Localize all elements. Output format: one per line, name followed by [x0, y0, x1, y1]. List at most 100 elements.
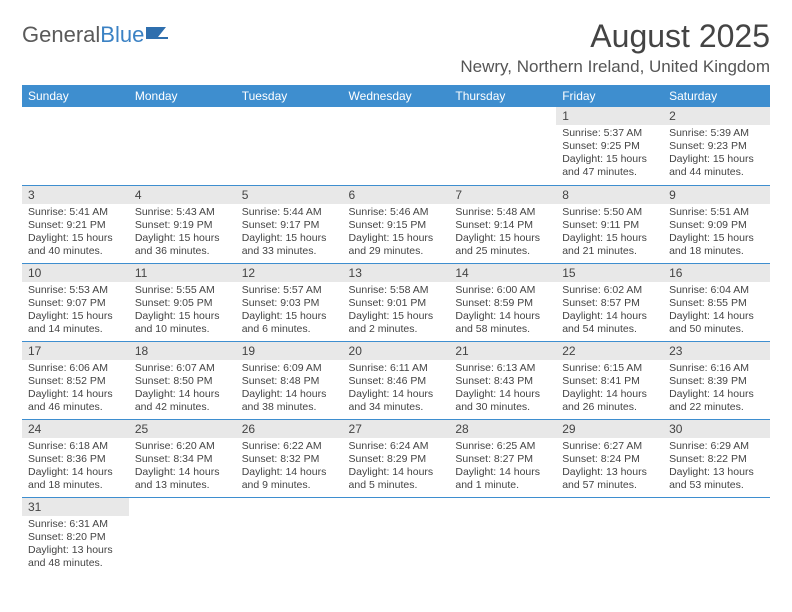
- calendar-cell: 9Sunrise: 5:51 AMSunset: 9:09 PMDaylight…: [663, 185, 770, 263]
- sunrise: Sunrise: 6:15 AM: [562, 362, 657, 375]
- daylight: Daylight: 15 hours and 18 minutes.: [669, 232, 764, 258]
- day-number: [22, 107, 129, 125]
- calendar-row: 31Sunrise: 6:31 AMSunset: 8:20 PMDayligh…: [22, 497, 770, 575]
- calendar-cell: [236, 107, 343, 185]
- day-body: Sunrise: 6:09 AMSunset: 8:48 PMDaylight:…: [236, 360, 343, 419]
- sunrise: Sunrise: 6:06 AM: [28, 362, 123, 375]
- header-row: Sunday Monday Tuesday Wednesday Thursday…: [22, 85, 770, 107]
- day-number: 1: [556, 107, 663, 125]
- calendar-cell: [663, 497, 770, 575]
- day-body: Sunrise: 5:58 AMSunset: 9:01 PMDaylight:…: [343, 282, 450, 341]
- day-number: [343, 498, 450, 516]
- daylight: Daylight: 14 hours and 22 minutes.: [669, 388, 764, 414]
- calendar-cell: 20Sunrise: 6:11 AMSunset: 8:46 PMDayligh…: [343, 341, 450, 419]
- daylight: Daylight: 15 hours and 10 minutes.: [135, 310, 230, 336]
- sunset: Sunset: 9:25 PM: [562, 140, 657, 153]
- day-body: Sunrise: 6:11 AMSunset: 8:46 PMDaylight:…: [343, 360, 450, 419]
- day-number: [663, 498, 770, 516]
- day-number: 27: [343, 420, 450, 438]
- day-body: Sunrise: 6:15 AMSunset: 8:41 PMDaylight:…: [556, 360, 663, 419]
- sunset: Sunset: 8:50 PM: [135, 375, 230, 388]
- sunrise: Sunrise: 5:46 AM: [349, 206, 444, 219]
- calendar-cell: 18Sunrise: 6:07 AMSunset: 8:50 PMDayligh…: [129, 341, 236, 419]
- daylight: Daylight: 14 hours and 38 minutes.: [242, 388, 337, 414]
- sunrise: Sunrise: 6:02 AM: [562, 284, 657, 297]
- sunrise: Sunrise: 5:37 AM: [562, 127, 657, 140]
- daylight: Daylight: 14 hours and 42 minutes.: [135, 388, 230, 414]
- day-body: Sunrise: 6:18 AMSunset: 8:36 PMDaylight:…: [22, 438, 129, 497]
- day-number: 13: [343, 264, 450, 282]
- calendar-cell: 21Sunrise: 6:13 AMSunset: 8:43 PMDayligh…: [449, 341, 556, 419]
- day-body: Sunrise: 5:55 AMSunset: 9:05 PMDaylight:…: [129, 282, 236, 341]
- calendar-cell: 6Sunrise: 5:46 AMSunset: 9:15 PMDaylight…: [343, 185, 450, 263]
- sunrise: Sunrise: 6:18 AM: [28, 440, 123, 453]
- daylight: Daylight: 14 hours and 58 minutes.: [455, 310, 550, 336]
- day-body: Sunrise: 5:48 AMSunset: 9:14 PMDaylight:…: [449, 204, 556, 263]
- month-title: August 2025: [460, 18, 770, 55]
- day-number: 22: [556, 342, 663, 360]
- day-body: Sunrise: 5:57 AMSunset: 9:03 PMDaylight:…: [236, 282, 343, 341]
- day-number: 28: [449, 420, 556, 438]
- day-number: 24: [22, 420, 129, 438]
- sunset: Sunset: 8:36 PM: [28, 453, 123, 466]
- sunrise: Sunrise: 6:07 AM: [135, 362, 230, 375]
- day-number: 14: [449, 264, 556, 282]
- calendar-cell: 27Sunrise: 6:24 AMSunset: 8:29 PMDayligh…: [343, 419, 450, 497]
- sunset: Sunset: 8:39 PM: [669, 375, 764, 388]
- day-number: 30: [663, 420, 770, 438]
- day-body: Sunrise: 6:04 AMSunset: 8:55 PMDaylight:…: [663, 282, 770, 341]
- day-number: 7: [449, 186, 556, 204]
- daylight: Daylight: 15 hours and 6 minutes.: [242, 310, 337, 336]
- daylight: Daylight: 14 hours and 1 minute.: [455, 466, 550, 492]
- daylight: Daylight: 15 hours and 29 minutes.: [349, 232, 444, 258]
- calendar-cell: 28Sunrise: 6:25 AMSunset: 8:27 PMDayligh…: [449, 419, 556, 497]
- sunset: Sunset: 9:19 PM: [135, 219, 230, 232]
- sunrise: Sunrise: 5:53 AM: [28, 284, 123, 297]
- day-body: Sunrise: 6:00 AMSunset: 8:59 PMDaylight:…: [449, 282, 556, 341]
- location: Newry, Northern Ireland, United Kingdom: [460, 57, 770, 77]
- calendar-cell: 31Sunrise: 6:31 AMSunset: 8:20 PMDayligh…: [22, 497, 129, 575]
- calendar-cell: [236, 497, 343, 575]
- day-number: 15: [556, 264, 663, 282]
- sunset: Sunset: 9:03 PM: [242, 297, 337, 310]
- sunset: Sunset: 9:09 PM: [669, 219, 764, 232]
- calendar-cell: [129, 107, 236, 185]
- day-body: Sunrise: 5:41 AMSunset: 9:21 PMDaylight:…: [22, 204, 129, 263]
- day-body: Sunrise: 6:31 AMSunset: 8:20 PMDaylight:…: [22, 516, 129, 575]
- day-number: 3: [22, 186, 129, 204]
- day-number: 25: [129, 420, 236, 438]
- sunset: Sunset: 8:27 PM: [455, 453, 550, 466]
- daylight: Daylight: 14 hours and 18 minutes.: [28, 466, 123, 492]
- calendar-cell: 3Sunrise: 5:41 AMSunset: 9:21 PMDaylight…: [22, 185, 129, 263]
- sunrise: Sunrise: 5:43 AM: [135, 206, 230, 219]
- col-thursday: Thursday: [449, 85, 556, 107]
- sunset: Sunset: 8:55 PM: [669, 297, 764, 310]
- daylight: Daylight: 15 hours and 25 minutes.: [455, 232, 550, 258]
- daylight: Daylight: 15 hours and 36 minutes.: [135, 232, 230, 258]
- day-body: Sunrise: 5:37 AMSunset: 9:25 PMDaylight:…: [556, 125, 663, 184]
- sunset: Sunset: 8:34 PM: [135, 453, 230, 466]
- day-number: 16: [663, 264, 770, 282]
- calendar-cell: [129, 497, 236, 575]
- day-body: Sunrise: 5:39 AMSunset: 9:23 PMDaylight:…: [663, 125, 770, 184]
- calendar-cell: 14Sunrise: 6:00 AMSunset: 8:59 PMDayligh…: [449, 263, 556, 341]
- calendar-cell: 29Sunrise: 6:27 AMSunset: 8:24 PMDayligh…: [556, 419, 663, 497]
- day-body: Sunrise: 6:25 AMSunset: 8:27 PMDaylight:…: [449, 438, 556, 497]
- calendar-row: 24Sunrise: 6:18 AMSunset: 8:36 PMDayligh…: [22, 419, 770, 497]
- col-sunday: Sunday: [22, 85, 129, 107]
- calendar-cell: 24Sunrise: 6:18 AMSunset: 8:36 PMDayligh…: [22, 419, 129, 497]
- day-number: [343, 107, 450, 125]
- calendar-table: Sunday Monday Tuesday Wednesday Thursday…: [22, 85, 770, 575]
- sunset: Sunset: 8:57 PM: [562, 297, 657, 310]
- daylight: Daylight: 15 hours and 44 minutes.: [669, 153, 764, 179]
- calendar-cell: 1Sunrise: 5:37 AMSunset: 9:25 PMDaylight…: [556, 107, 663, 185]
- header: GeneralBlue August 2025 Newry, Northern …: [22, 18, 770, 77]
- calendar-row: 17Sunrise: 6:06 AMSunset: 8:52 PMDayligh…: [22, 341, 770, 419]
- sunset: Sunset: 9:23 PM: [669, 140, 764, 153]
- sunset: Sunset: 8:32 PM: [242, 453, 337, 466]
- day-body: Sunrise: 6:27 AMSunset: 8:24 PMDaylight:…: [556, 438, 663, 497]
- calendar-cell: 4Sunrise: 5:43 AMSunset: 9:19 PMDaylight…: [129, 185, 236, 263]
- day-body: Sunrise: 6:16 AMSunset: 8:39 PMDaylight:…: [663, 360, 770, 419]
- daylight: Daylight: 14 hours and 46 minutes.: [28, 388, 123, 414]
- sunset: Sunset: 8:24 PM: [562, 453, 657, 466]
